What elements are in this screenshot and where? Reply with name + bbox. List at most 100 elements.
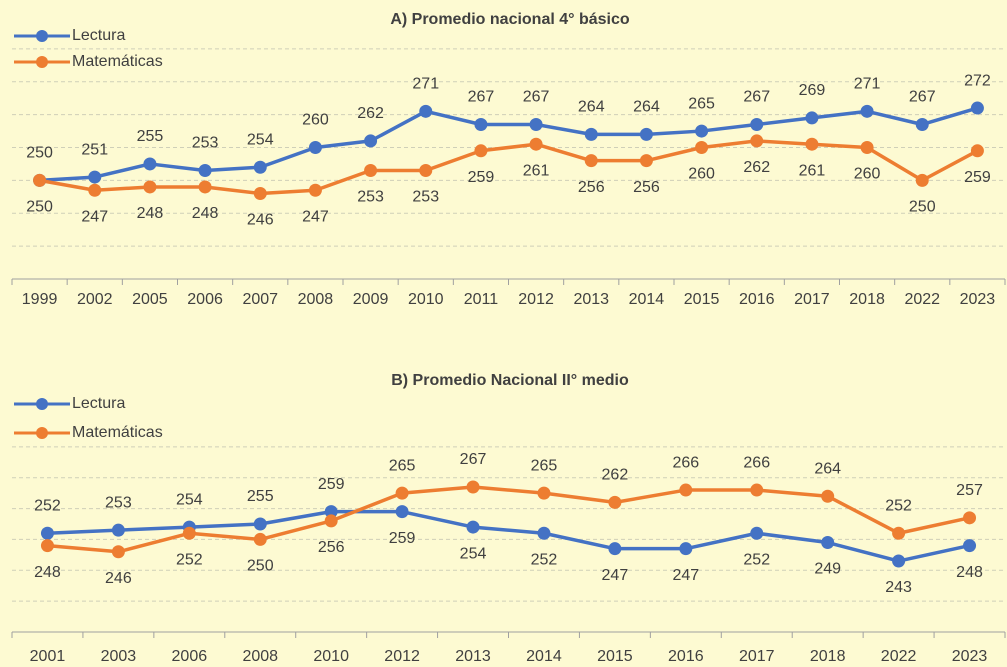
point: [750, 483, 764, 497]
series-line: [39, 106, 978, 183]
x-tick-label: 2010: [408, 291, 444, 308]
point: [253, 187, 267, 201]
point: [529, 137, 543, 151]
point: [308, 183, 322, 197]
x-tick-label: 2018: [849, 291, 885, 308]
data-label: 252: [743, 551, 770, 568]
data-label: 254: [176, 491, 203, 508]
x-tick-label: 2008: [242, 648, 278, 665]
point: [198, 164, 212, 178]
data-label: 253: [105, 494, 132, 511]
x-tick-label: 1999: [22, 291, 58, 308]
data-label: 256: [578, 179, 605, 196]
x-tick-label: 2011: [464, 291, 499, 308]
data-label: 252: [34, 497, 61, 514]
legend-marker: [36, 427, 48, 439]
data-label: 250: [247, 558, 274, 575]
point: [253, 517, 267, 531]
data-label: 260: [854, 166, 881, 183]
point: [198, 180, 212, 194]
data-label: 261: [799, 162, 826, 179]
data-label: 264: [814, 460, 841, 477]
data-label: 248: [956, 564, 983, 581]
point: [308, 141, 322, 154]
point: [88, 170, 102, 184]
data-label: 266: [672, 454, 699, 471]
data-label: 267: [909, 89, 936, 106]
data-label: 269: [799, 82, 826, 99]
point: [419, 104, 433, 118]
point: [608, 542, 622, 556]
data-label: 264: [578, 99, 605, 116]
data-label: 248: [34, 564, 61, 581]
point: [679, 542, 693, 556]
data-label: 251: [81, 141, 108, 158]
data-label: 247: [81, 208, 108, 225]
x-tick-label: 2015: [597, 648, 633, 665]
data-label: 265: [389, 457, 416, 474]
data-label: 267: [460, 451, 487, 468]
point: [963, 539, 977, 553]
point: [466, 520, 480, 534]
x-tick-label: 2012: [518, 291, 554, 308]
data-label: 262: [743, 159, 770, 176]
data-label: 256: [633, 179, 660, 196]
x-tick-label: 2014: [526, 648, 562, 665]
x-tick-label: 2001: [30, 648, 66, 665]
x-tick-label: 2013: [455, 648, 491, 665]
point: [970, 101, 984, 115]
x-tick-label: 2008: [298, 291, 334, 308]
point: [253, 160, 267, 174]
point: [892, 526, 906, 540]
point: [395, 505, 409, 519]
x-tick-label: 2022: [904, 291, 940, 308]
point: [324, 514, 338, 528]
x-tick-label: 2016: [668, 648, 704, 665]
series-line: [47, 509, 970, 563]
x-tick-label: 2017: [794, 291, 830, 308]
point: [466, 480, 480, 494]
x-tick-label: 2009: [353, 291, 389, 308]
data-label: 259: [964, 169, 991, 186]
data-label: 265: [531, 457, 558, 474]
point: [474, 117, 488, 131]
point: [584, 127, 598, 141]
data-label: 262: [357, 105, 384, 122]
legend-marker: [36, 398, 48, 410]
data-label: 262: [602, 467, 629, 484]
point: [915, 117, 929, 131]
point: [419, 164, 433, 178]
point: [584, 154, 598, 168]
chart-title: B) Promedio Nacional II° medio: [391, 372, 629, 389]
data-label: 254: [247, 131, 274, 148]
point: [970, 144, 984, 158]
point: [892, 554, 906, 568]
data-label: 259: [389, 530, 416, 547]
point: [639, 127, 653, 141]
data-label: 250: [26, 145, 53, 162]
point: [529, 117, 543, 131]
x-tick-label: 2012: [384, 648, 420, 665]
data-label: 271: [412, 76, 439, 93]
data-label: 267: [523, 89, 550, 106]
data-label: 246: [105, 570, 132, 587]
point: [695, 124, 709, 138]
x-tick-label: 2023: [952, 648, 988, 665]
point: [963, 511, 977, 525]
x-tick-label: 2006: [172, 648, 208, 665]
point: [750, 526, 764, 540]
x-tick-label: 2010: [313, 648, 349, 665]
point: [679, 483, 693, 497]
x-tick-label: 2007: [242, 291, 278, 308]
data-label: 247: [602, 567, 629, 584]
point: [805, 137, 819, 151]
data-label: 260: [302, 112, 329, 129]
x-tick-label: 2017: [739, 648, 775, 665]
x-tick-label: 2015: [684, 291, 720, 308]
data-label: 248: [137, 205, 164, 222]
data-label: 243: [885, 579, 912, 596]
point: [88, 183, 102, 197]
point: [537, 526, 551, 540]
point: [111, 523, 125, 537]
